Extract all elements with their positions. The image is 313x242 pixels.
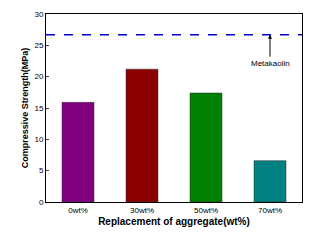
svg-text:30: 30 (34, 10, 43, 19)
svg-text:0: 0 (39, 198, 44, 207)
svg-text:5: 5 (39, 166, 44, 175)
svg-text:50wt%: 50wt% (194, 206, 218, 215)
svg-text:30wt%: 30wt% (130, 206, 154, 215)
svg-text:70wt%: 70wt% (258, 206, 282, 215)
svg-text:0wt%: 0wt% (68, 206, 88, 215)
svg-text:25: 25 (34, 41, 43, 50)
svg-text:10: 10 (34, 135, 43, 144)
svg-text:15: 15 (34, 104, 43, 113)
svg-text:Compressive Strength(MPa): Compressive Strength(MPa) (20, 48, 30, 169)
svg-text:Replacement of aggregate(wt%): Replacement of aggregate(wt%) (98, 216, 250, 227)
svg-text:20: 20 (34, 72, 43, 81)
svg-text:Metakaolin: Metakaolin (251, 59, 290, 68)
